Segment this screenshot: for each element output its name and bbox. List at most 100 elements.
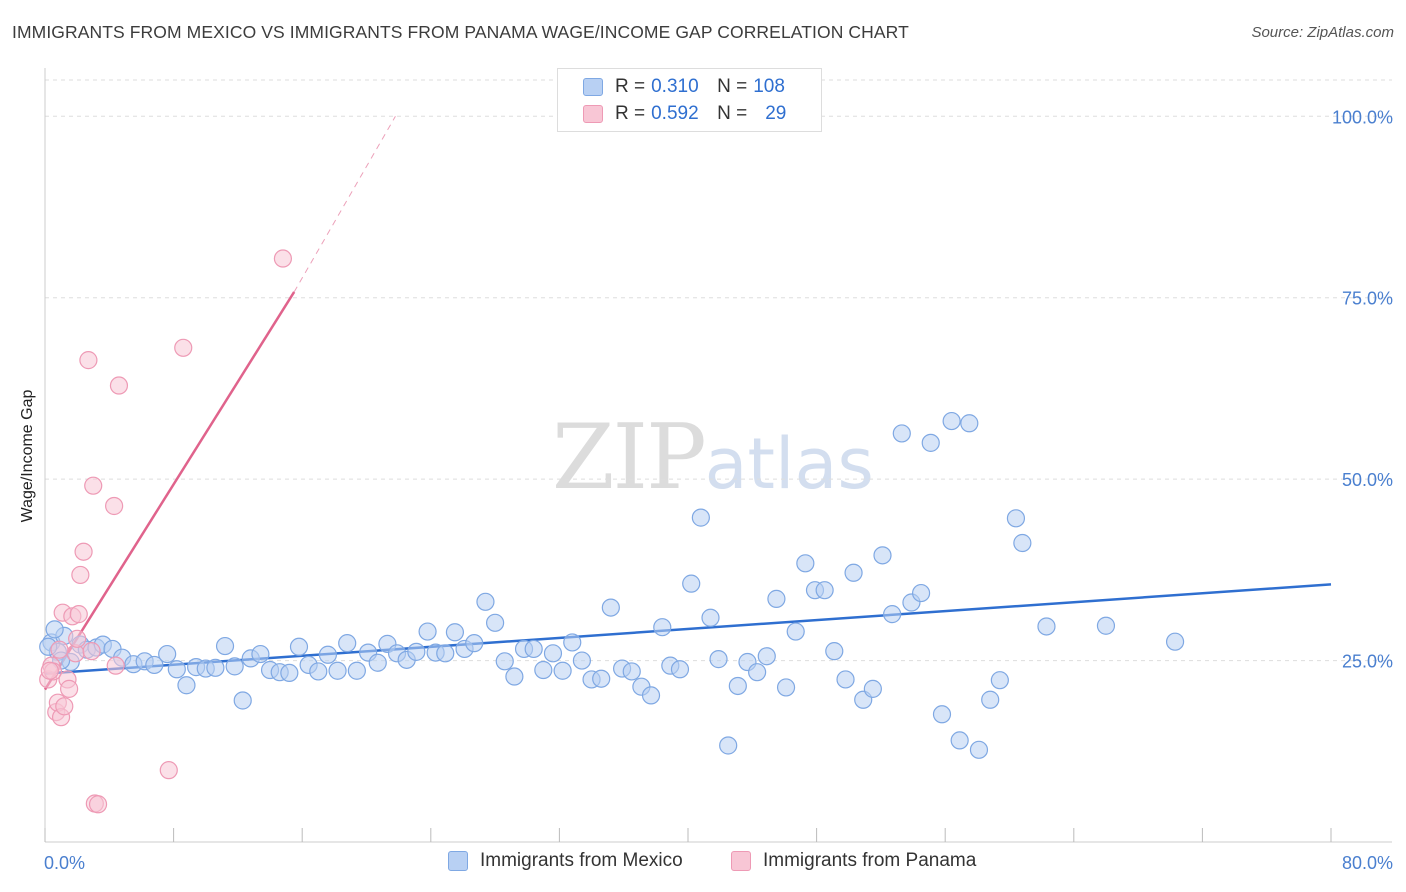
x-tick-label: 80.0% (1342, 853, 1393, 873)
mexico-point (653, 618, 672, 637)
mexico-point (622, 662, 641, 681)
mexico-point (572, 651, 592, 670)
mexico-point (892, 424, 911, 443)
panama-point (79, 351, 98, 370)
mexico-point (873, 546, 892, 565)
mexico-point (524, 639, 543, 659)
mexico-point (167, 660, 186, 679)
axis-layer (44, 68, 1392, 843)
zipatlas-watermark: ZIPatlas (552, 405, 874, 510)
mexico-point (1037, 617, 1056, 636)
mexico-point (436, 644, 455, 663)
legend-r-value: 0.310 (651, 76, 699, 97)
mexico-point (844, 563, 863, 582)
panama-point (68, 629, 87, 648)
mexico-point (786, 622, 805, 641)
mexico-point (969, 740, 989, 759)
series-legend: Immigrants from Mexico Immigrants from P… (0, 850, 1406, 878)
mexico-point (1013, 533, 1032, 553)
correlation-legend: R = 0.310 N = 108 R = 0.592 N = 29 (557, 68, 822, 132)
mexico-point (592, 669, 611, 688)
mexico-point (825, 642, 844, 661)
y-tick-label: 100.0% (1332, 107, 1393, 127)
mexico-point (960, 414, 979, 433)
mexico-point (338, 634, 357, 653)
mexico-point (691, 508, 710, 527)
panama-point (71, 565, 90, 585)
mexico-point (815, 581, 834, 600)
mexico-point (177, 676, 196, 695)
panama-point (174, 338, 193, 357)
mexico-point (682, 574, 701, 593)
mexico-point (368, 653, 387, 672)
panama-point (109, 376, 129, 395)
panama-point (60, 679, 79, 698)
panama-points (39, 249, 293, 814)
panama-point (105, 496, 124, 516)
legend-n-value: 29 (765, 103, 787, 124)
series-legend-mexico[interactable]: Immigrants from Mexico (448, 850, 683, 872)
legend-r-label: R = (615, 76, 646, 97)
mexico-point (318, 645, 338, 664)
mexico-point (534, 660, 553, 680)
mexico-point (206, 658, 225, 677)
panama-point (69, 605, 88, 624)
legend-r-value: 0.592 (651, 103, 699, 124)
x-tick-label: 0.0% (44, 853, 85, 873)
mexico-point (45, 620, 64, 639)
panama-point (88, 795, 108, 814)
series-label-panama: Immigrants from Panama (763, 850, 977, 871)
mexico-point (553, 661, 572, 680)
mexico-point (911, 583, 931, 603)
legend-n-value: 108 (753, 76, 785, 97)
mexico-point (767, 589, 786, 608)
mexico-point (670, 660, 690, 679)
grid-layer (45, 79, 1392, 662)
mexico-point (1096, 616, 1116, 635)
mexico-point (932, 705, 952, 724)
mexico-point (942, 411, 961, 431)
mexico-point (145, 655, 164, 675)
mexico-point (701, 608, 720, 627)
mexico-point (309, 662, 328, 681)
mexico-point (328, 661, 347, 680)
panama-point (106, 656, 125, 675)
mexico-point (728, 676, 747, 696)
series-label-mexico: Immigrants from Mexico (480, 850, 683, 871)
source-credit: Source: ZipAtlas.com (1251, 24, 1394, 41)
y-tick-label: 50.0% (1342, 470, 1393, 490)
panama-point (40, 661, 59, 680)
mexico-point (289, 637, 309, 656)
mexico-point (486, 613, 505, 632)
mexico-point (215, 636, 235, 656)
mexico-point (1006, 509, 1026, 528)
tick-label-layer: 25.0% 50.0% 75.0% 100.0% 0.0% 80.0% (44, 107, 1393, 873)
mexico-point (495, 652, 514, 671)
series-legend-panama[interactable]: Immigrants from Panama (731, 850, 976, 872)
mexico-point (225, 657, 244, 676)
panama-point (84, 476, 103, 495)
watermark-zip: ZIP (552, 405, 707, 510)
mexico-point (883, 605, 902, 624)
mexico-point (280, 663, 299, 683)
mexico-point (251, 644, 270, 664)
legend-row-mexico: R = 0.310 N = 108 (583, 75, 785, 99)
legend-swatch-mexico (583, 78, 603, 96)
mexico-point (863, 679, 882, 698)
legend-r-label: R = (615, 103, 646, 124)
mexico-points (39, 411, 1185, 759)
mexico-point (796, 554, 815, 573)
mexico-point (347, 661, 366, 680)
legend-n-label: N = (717, 103, 748, 124)
series-swatch-mexico (448, 851, 468, 871)
mexico-point (757, 647, 776, 666)
mexico-point (445, 623, 465, 642)
mexico-point (418, 622, 437, 641)
series-swatch-panama (731, 851, 751, 871)
mexico-point (748, 663, 767, 682)
mexico-point (776, 678, 796, 697)
mexico-point (719, 736, 738, 755)
mexico-point (407, 642, 426, 661)
panama-trendline-extension (293, 116, 396, 293)
mexico-point (981, 690, 1000, 709)
